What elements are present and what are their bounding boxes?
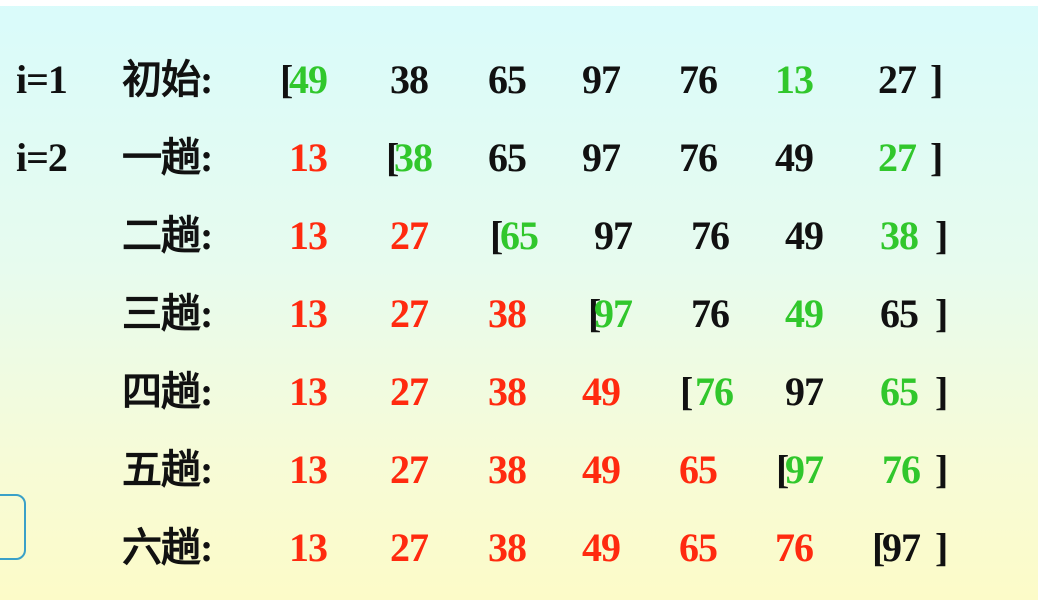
- unsorted-open-bracket: [: [588, 291, 601, 336]
- sorted-value: 13: [289, 213, 328, 258]
- swapped-value: 38: [880, 213, 919, 258]
- sorted-value: 38: [488, 447, 527, 492]
- swapped-value: 65: [880, 369, 919, 414]
- unsorted-value: 38: [390, 57, 429, 102]
- unsorted-close-bracket: ]: [935, 525, 948, 570]
- partial-box-outline: [0, 494, 26, 560]
- pass-index-label: i=1: [16, 57, 68, 102]
- unsorted-value: 97: [594, 213, 633, 258]
- sorted-value: 13: [289, 525, 328, 570]
- trace-row-4: 四趟: 13 27 38 49 [76 97 65]: [0, 362, 1038, 422]
- unsorted-value: 76: [691, 291, 730, 336]
- unsorted-open-bracket: [: [280, 57, 293, 102]
- swapped-value: 49: [289, 57, 328, 102]
- sorted-value: 38: [488, 525, 527, 570]
- sorted-value: 27: [390, 525, 429, 570]
- sorted-value: 49: [582, 525, 621, 570]
- unsorted-value: 49: [775, 135, 814, 180]
- unsorted-value: 49: [785, 213, 824, 258]
- unsorted-open-bracket: [: [490, 213, 503, 258]
- top-band: [0, 0, 1038, 6]
- sorted-value: 13: [289, 369, 328, 414]
- sorted-value: 38: [488, 291, 527, 336]
- unsorted-value: 76: [691, 213, 730, 258]
- trace-row-1: i=2 一趟: 13 [38 65 97 76 49 27]: [0, 128, 1038, 188]
- sorted-value: 65: [679, 447, 718, 492]
- sorted-value: 13: [289, 135, 328, 180]
- pass-label: 六趟:: [122, 525, 213, 570]
- swapped-value: 13: [775, 57, 814, 102]
- unsorted-open-bracket: [: [776, 447, 789, 492]
- trace-row-0: i=1 初始: [49 38 65 97 76 13 27]: [0, 50, 1038, 110]
- sorted-value: 27: [390, 369, 429, 414]
- unsorted-value: 97: [785, 369, 824, 414]
- trace-row-2: 二趟: 13 27 [65 97 76 49 38]: [0, 206, 1038, 266]
- sorted-value: 13: [289, 447, 328, 492]
- sorted-value: 27: [390, 213, 429, 258]
- pass-label: 二趟:: [122, 213, 213, 258]
- swapped-value: 76: [695, 369, 734, 414]
- sorted-value: 38: [488, 369, 527, 414]
- pass-label: 初始:: [122, 57, 213, 102]
- unsorted-value: 97: [582, 135, 621, 180]
- unsorted-close-bracket: ]: [935, 447, 948, 492]
- unsorted-value: 65: [880, 291, 919, 336]
- sorted-value: 65: [679, 525, 718, 570]
- swapped-value: 49: [785, 291, 824, 336]
- sorted-value: 49: [582, 447, 621, 492]
- swapped-value: 65: [500, 213, 539, 258]
- unsorted-value: 97: [882, 525, 921, 570]
- unsorted-close-bracket: ]: [930, 57, 943, 102]
- unsorted-close-bracket: ]: [935, 369, 948, 414]
- unsorted-value: 65: [488, 57, 527, 102]
- sorted-value: 76: [775, 525, 814, 570]
- trace-row-3: 三趟: 13 27 38 [97 76 49 65]: [0, 284, 1038, 344]
- pass-label: 五趟:: [122, 447, 213, 492]
- unsorted-open-bracket: [: [872, 525, 885, 570]
- trace-row-5: 五趟: 13 27 38 49 65 [97 76]: [0, 440, 1038, 500]
- pass-label: 三趟:: [122, 291, 213, 336]
- sorted-value: 27: [390, 291, 429, 336]
- swapped-value: 97: [785, 447, 824, 492]
- unsorted-value: 76: [679, 57, 718, 102]
- sorted-value: 27: [390, 447, 429, 492]
- pass-label: 四趟:: [122, 369, 213, 414]
- unsorted-value: 76: [679, 135, 718, 180]
- unsorted-close-bracket: ]: [930, 135, 943, 180]
- unsorted-close-bracket: ]: [935, 291, 948, 336]
- sorted-value: 13: [289, 291, 328, 336]
- swapped-value: 27: [878, 135, 917, 180]
- unsorted-open-bracket: [: [386, 135, 399, 180]
- swapped-value: 38: [394, 135, 433, 180]
- pass-index-label: i=2: [16, 135, 68, 180]
- unsorted-open-bracket: [: [680, 369, 693, 414]
- pass-label: 一趟:: [122, 135, 213, 180]
- unsorted-close-bracket: ]: [935, 213, 948, 258]
- sorted-value: 49: [582, 369, 621, 414]
- trace-row-6: 六趟: 13 27 38 49 65 76 [97]: [0, 518, 1038, 578]
- unsorted-value: 97: [582, 57, 621, 102]
- unsorted-value: 65: [488, 135, 527, 180]
- swapped-value: 97: [594, 291, 633, 336]
- swapped-value: 76: [882, 447, 921, 492]
- unsorted-value: 27: [878, 57, 917, 102]
